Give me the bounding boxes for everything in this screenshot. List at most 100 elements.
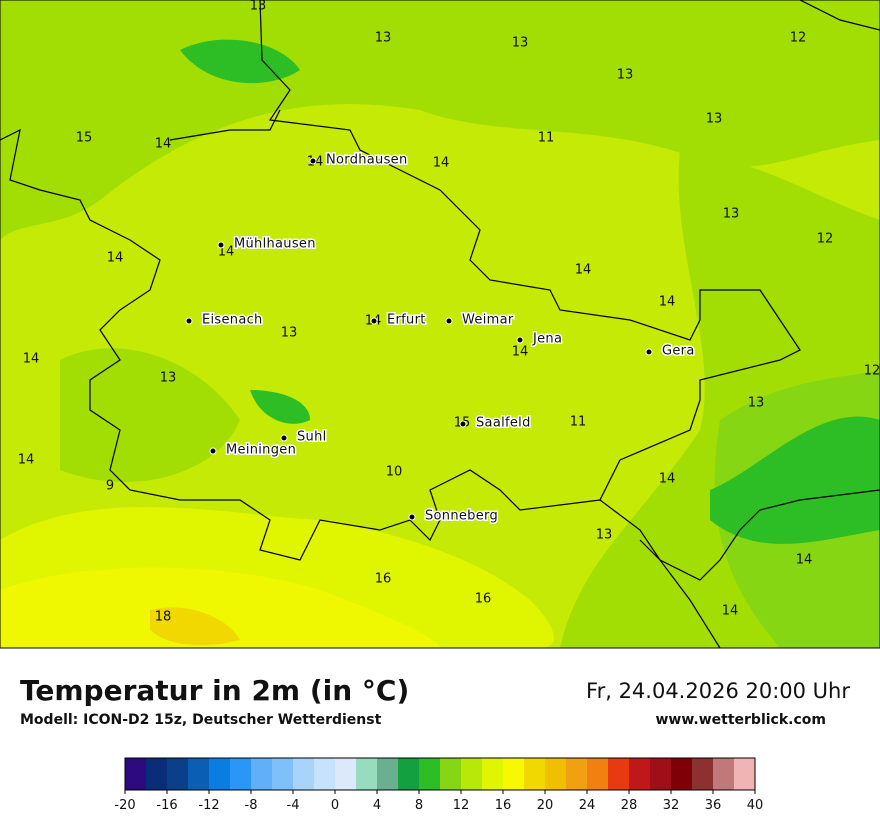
colorbar-tick-label: -8 bbox=[245, 798, 258, 813]
value-label: 14 bbox=[433, 156, 450, 171]
value-label: 13 bbox=[723, 207, 740, 222]
value-label: 14 bbox=[575, 263, 592, 278]
model-info: Modell: ICON-D2 15z, Deutscher Wetterdie… bbox=[20, 712, 382, 728]
city-name: Weimar bbox=[462, 313, 514, 328]
city-name: Gera bbox=[662, 344, 695, 359]
city-dot bbox=[280, 434, 288, 442]
color-segment bbox=[377, 758, 399, 790]
value-label: 9 bbox=[106, 479, 114, 494]
color-segment bbox=[461, 758, 483, 790]
city-name: Nordhausen bbox=[326, 153, 408, 168]
color-segment bbox=[167, 758, 189, 790]
value-label: 12 bbox=[817, 232, 834, 247]
value-label: 12 bbox=[864, 364, 880, 379]
value-label: 14 bbox=[18, 453, 35, 468]
city-name: Meiningen bbox=[226, 443, 296, 458]
city-dot bbox=[516, 336, 524, 344]
color-segment bbox=[482, 758, 504, 790]
colorbar-tick-label: 36 bbox=[705, 798, 722, 813]
city-dot bbox=[459, 420, 467, 428]
colorbar-tick-label: 20 bbox=[537, 798, 554, 813]
city-name: Jena bbox=[532, 332, 562, 347]
value-label: 13 bbox=[617, 68, 634, 83]
value-label: 14 bbox=[107, 251, 124, 266]
color-segment bbox=[503, 758, 525, 790]
value-label: 14 bbox=[155, 137, 172, 152]
city-dot bbox=[645, 348, 653, 356]
city-name: Erfurt bbox=[387, 313, 426, 328]
color-segment bbox=[398, 758, 420, 790]
color-segment bbox=[188, 758, 210, 790]
color-segment bbox=[293, 758, 315, 790]
colorbar-tick-label: 4 bbox=[373, 798, 381, 813]
value-label: 18 bbox=[155, 610, 172, 625]
color-segment bbox=[356, 758, 378, 790]
color-segment bbox=[629, 758, 651, 790]
colorbar-tick-label: 24 bbox=[579, 798, 596, 813]
value-label: 13 bbox=[748, 396, 765, 411]
color-segment bbox=[650, 758, 672, 790]
value-label: 13 bbox=[250, 0, 267, 14]
value-label: 13 bbox=[706, 112, 723, 127]
value-label: 13 bbox=[160, 371, 177, 386]
colorbar-tick-label: -4 bbox=[287, 798, 300, 813]
forecast-date: Fr, 24.04.2026 20:00 Uhr bbox=[586, 679, 850, 703]
colorbar-frame bbox=[124, 757, 756, 791]
color-segment bbox=[545, 758, 567, 790]
city-name: Suhl bbox=[297, 430, 327, 445]
color-segment bbox=[608, 758, 630, 790]
value-label: 15 bbox=[76, 131, 93, 146]
colorbar: -20 -16 -12 -8 -4 0 4 8 12 16 20 24 28 32 36 40 bbox=[114, 757, 763, 813]
color-segment bbox=[587, 758, 609, 790]
color-segment bbox=[419, 758, 441, 790]
value-label: 10 bbox=[386, 465, 403, 480]
city-name: Mühlhausen bbox=[234, 237, 316, 252]
city-dot bbox=[445, 317, 453, 325]
colorbar-tick-label: 12 bbox=[453, 798, 470, 813]
color-segment bbox=[314, 758, 336, 790]
city-dot bbox=[370, 317, 378, 325]
city-dot bbox=[185, 317, 193, 325]
color-segment bbox=[251, 758, 273, 790]
city-name: Sonneberg bbox=[425, 509, 498, 524]
value-label: 13 bbox=[512, 36, 529, 51]
colorbar-tick-label: -12 bbox=[198, 798, 219, 813]
city-name: Eisenach bbox=[202, 313, 263, 328]
city-dot bbox=[408, 513, 416, 521]
value-label: 11 bbox=[538, 131, 555, 146]
colorbar-tick-label: -20 bbox=[114, 798, 135, 813]
value-label: 13 bbox=[375, 31, 392, 46]
value-label: 12 bbox=[790, 31, 807, 46]
city-dot bbox=[209, 447, 217, 455]
color-segment bbox=[671, 758, 693, 790]
colorbar-tick-label: 16 bbox=[495, 798, 512, 813]
map-frame bbox=[0, 0, 880, 649]
color-segment bbox=[734, 758, 756, 790]
colorbar-tick-label: 0 bbox=[331, 798, 339, 813]
value-label: 13 bbox=[281, 326, 298, 341]
city-dot bbox=[217, 241, 225, 249]
colorbar-tick-label: 28 bbox=[621, 798, 638, 813]
color-segment bbox=[146, 758, 168, 790]
color-segment bbox=[272, 758, 294, 790]
color-segment bbox=[713, 758, 735, 790]
borders bbox=[0, 0, 880, 649]
colorbar-tick-label: -16 bbox=[156, 798, 177, 813]
color-segment bbox=[524, 758, 546, 790]
value-label: 16 bbox=[375, 572, 392, 587]
title: Temperatur in 2m (in °C) bbox=[20, 674, 409, 707]
value-label: 14 bbox=[23, 352, 40, 367]
color-segment bbox=[209, 758, 231, 790]
color-segment bbox=[230, 758, 252, 790]
value-label: 14 bbox=[659, 295, 676, 310]
colorbar-tick-label: 8 bbox=[415, 798, 423, 813]
color-segment bbox=[566, 758, 588, 790]
value-label: 11 bbox=[570, 415, 587, 430]
color-segment bbox=[692, 758, 714, 790]
value-label: 14 bbox=[722, 604, 739, 619]
city-name: Saalfeld bbox=[476, 416, 531, 431]
website: www.wetterblick.com bbox=[656, 712, 827, 728]
city-dot bbox=[309, 157, 317, 165]
color-segment bbox=[440, 758, 462, 790]
